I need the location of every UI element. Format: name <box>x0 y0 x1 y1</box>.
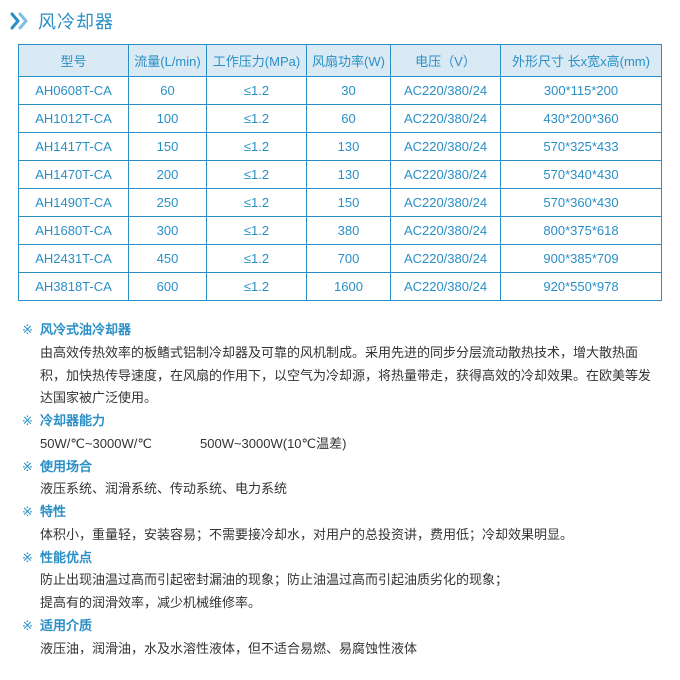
table-cell: 450 <box>129 245 207 273</box>
table-cell: 800*375*618 <box>501 217 662 245</box>
table-cell: 570*325*433 <box>501 133 662 161</box>
table-cell: 600 <box>129 273 207 301</box>
table-header-row: 型号流量(L/min)工作压力(MPa)风扇功率(W)电压（V）外形尺寸 长x宽… <box>19 45 662 77</box>
table-cell: AC220/380/24 <box>391 189 501 217</box>
table-cell: 570*340*430 <box>501 161 662 189</box>
table-header-cell: 流量(L/min) <box>129 45 207 77</box>
info-heading: 适用介质 <box>40 615 92 638</box>
table-cell: 1600 <box>307 273 391 301</box>
info-body: 由高效传热效率的板鳍式铝制冷却器及可靠的风机制成。采用先进的同步分层流动散热技术… <box>22 342 658 410</box>
bullet-icon: ※ <box>22 501 40 524</box>
table-cell: 30 <box>307 77 391 105</box>
table-cell: 200 <box>129 161 207 189</box>
table-cell: AC220/380/24 <box>391 161 501 189</box>
info-body-part: 500W~3000W(10℃温差) <box>200 436 346 451</box>
bullet-icon: ※ <box>22 410 40 433</box>
table-cell: ≤1.2 <box>207 133 307 161</box>
table-cell: ≤1.2 <box>207 105 307 133</box>
table-cell: 130 <box>307 161 391 189</box>
table-cell: AC220/380/24 <box>391 105 501 133</box>
table-cell: 60 <box>307 105 391 133</box>
table-cell: 130 <box>307 133 391 161</box>
section-title-row: 风冷却器 <box>0 0 680 40</box>
table-header-cell: 电压（V） <box>391 45 501 77</box>
table-header-cell: 工作压力(MPa) <box>207 45 307 77</box>
info-heading: 特性 <box>40 501 66 524</box>
table-cell: ≤1.2 <box>207 217 307 245</box>
bullet-icon: ※ <box>22 615 40 638</box>
table-row: AH1012T-CA100≤1.260AC220/380/24430*200*3… <box>19 105 662 133</box>
info-heading-line: ※特性 <box>22 501 658 524</box>
bullet-icon: ※ <box>22 547 40 570</box>
table-cell: 60 <box>129 77 207 105</box>
table-header-cell: 外形尺寸 长x宽x高(mm) <box>501 45 662 77</box>
table-cell: 150 <box>307 189 391 217</box>
table-cell: AC220/380/24 <box>391 133 501 161</box>
table-cell: 700 <box>307 245 391 273</box>
table-cell: AH1680T-CA <box>19 217 129 245</box>
table-cell: AH0608T-CA <box>19 77 129 105</box>
table-cell: AC220/380/24 <box>391 273 501 301</box>
table-cell: ≤1.2 <box>207 273 307 301</box>
table-row: AH3818T-CA600≤1.21600AC220/380/24920*550… <box>19 273 662 301</box>
info-heading-line: ※适用介质 <box>22 615 658 638</box>
table-body: AH0608T-CA60≤1.230AC220/380/24300*115*20… <box>19 77 662 301</box>
table-cell: AH3818T-CA <box>19 273 129 301</box>
table-cell: AH2431T-CA <box>19 245 129 273</box>
table-cell: 250 <box>129 189 207 217</box>
table-cell: AH1012T-CA <box>19 105 129 133</box>
table-cell: ≤1.2 <box>207 161 307 189</box>
info-body: 50W/℃~3000W/℃500W~3000W(10℃温差) <box>22 433 658 456</box>
table-row: AH1680T-CA300≤1.2380AC220/380/24800*375*… <box>19 217 662 245</box>
info-heading: 风冷式油冷却器 <box>40 319 131 342</box>
info-body: 防止出现油温过高而引起密封漏油的现象；防止油温过高而引起油质劣化的现象； <box>22 569 658 592</box>
table-cell: AC220/380/24 <box>391 217 501 245</box>
info-block: ※风冷式油冷却器由高效传热效率的板鳍式铝制冷却器及可靠的风机制成。采用先进的同步… <box>0 319 680 660</box>
table-cell: ≤1.2 <box>207 189 307 217</box>
info-heading-line: ※冷却器能力 <box>22 410 658 433</box>
table-cell: 100 <box>129 105 207 133</box>
bullet-icon: ※ <box>22 319 40 342</box>
table-row: AH1417T-CA150≤1.2130AC220/380/24570*325*… <box>19 133 662 161</box>
table-cell: 900*385*709 <box>501 245 662 273</box>
table-row: AH0608T-CA60≤1.230AC220/380/24300*115*20… <box>19 77 662 105</box>
table-cell: 920*550*978 <box>501 273 662 301</box>
table-cell: 430*200*360 <box>501 105 662 133</box>
table-row: AH1490T-CA250≤1.2150AC220/380/24570*360*… <box>19 189 662 217</box>
table-cell: ≤1.2 <box>207 77 307 105</box>
info-body: 提高有的润滑效率，减少机械维修率。 <box>22 592 658 615</box>
info-body: 液压油，润滑油，水及水溶性液体，但不适合易燃、易腐蚀性液体 <box>22 638 658 661</box>
bullet-icon: ※ <box>22 456 40 479</box>
table-cell: AH1417T-CA <box>19 133 129 161</box>
table-cell: AH1490T-CA <box>19 189 129 217</box>
table-cell: AH1470T-CA <box>19 161 129 189</box>
info-heading-line: ※使用场合 <box>22 456 658 479</box>
info-body-part: 50W/℃~3000W/℃ <box>40 433 200 456</box>
info-heading-line: ※性能优点 <box>22 547 658 570</box>
table-cell: AC220/380/24 <box>391 77 501 105</box>
info-body: 液压系统、润滑系统、传动系统、电力系统 <box>22 478 658 501</box>
section-title: 风冷却器 <box>38 8 114 34</box>
info-heading: 使用场合 <box>40 456 92 479</box>
table-cell: AC220/380/24 <box>391 245 501 273</box>
info-body: 体积小，重量轻，安装容易；不需要接冷却水，对用户的总投资讲，费用低；冷却效果明显… <box>22 524 658 547</box>
table-header-cell: 型号 <box>19 45 129 77</box>
info-heading: 冷却器能力 <box>40 410 105 433</box>
table-row: AH1470T-CA200≤1.2130AC220/380/24570*340*… <box>19 161 662 189</box>
info-heading-line: ※风冷式油冷却器 <box>22 319 658 342</box>
table-row: AH2431T-CA450≤1.2700AC220/380/24900*385*… <box>19 245 662 273</box>
table-cell: 300 <box>129 217 207 245</box>
table-cell: 380 <box>307 217 391 245</box>
table-cell: 300*115*200 <box>501 77 662 105</box>
table-cell: 570*360*430 <box>501 189 662 217</box>
chevrons-icon <box>10 12 32 30</box>
table-cell: 150 <box>129 133 207 161</box>
spec-table: 型号流量(L/min)工作压力(MPa)风扇功率(W)电压（V）外形尺寸 长x宽… <box>18 44 662 301</box>
table-cell: ≤1.2 <box>207 245 307 273</box>
table-header-cell: 风扇功率(W) <box>307 45 391 77</box>
info-heading: 性能优点 <box>40 547 92 570</box>
